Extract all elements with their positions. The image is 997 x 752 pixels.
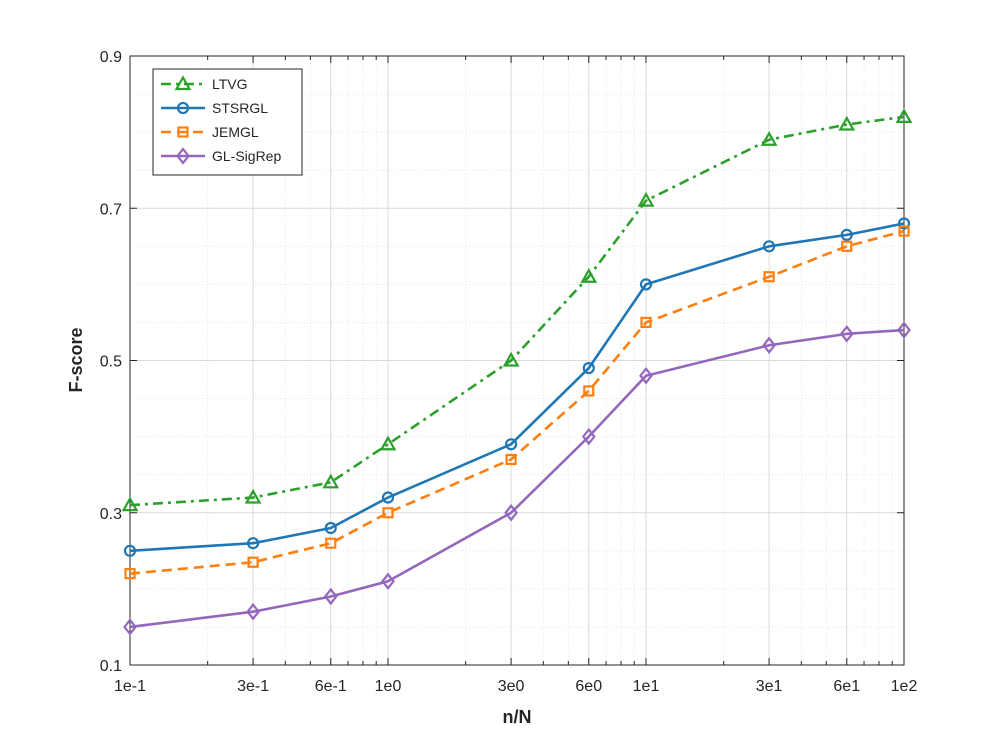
data-point-jemgl [583,385,595,397]
data-point-jemgl [763,271,775,283]
x-tick-label: 3e1 [756,678,783,695]
legend-marker-stsrgl [176,101,190,115]
legend-label-gl-sigrep: GL-SigRep [212,148,281,164]
x-tick-label: 1e2 [891,678,918,695]
y-axis-title: F-score [66,327,86,392]
x-tick-label: 1e0 [375,678,402,695]
data-point-ltvg [379,435,397,451]
x-tick-label: 6e-1 [315,678,347,695]
grid [129,55,905,666]
series-line-gl-sigrep [129,328,905,629]
x-axis-title: n/N [503,707,532,727]
data-point-stsrgl [123,544,137,557]
x-tick-label: 3e0 [498,678,525,695]
series-line-ltvg [129,115,905,507]
legend-marker-ltvg [174,75,192,91]
data-point-stsrgl [762,240,776,253]
data-point-ltvg [121,496,139,512]
data-point-jemgl [325,537,337,549]
data-point-gl-sigrep [123,618,137,636]
series-line-stsrgl [129,222,905,553]
legend-label-jemgl: JEMGL [212,124,259,140]
x-tick-label: 6e1 [833,678,860,695]
data-point-gl-sigrep [381,572,395,591]
y-tick-label: 0.1 [100,658,122,675]
series-stsrgl [123,217,911,557]
data-point-gl-sigrep [246,602,260,621]
data-point-stsrgl [840,228,853,241]
legend-label-stsrgl: STSRGL [212,100,268,116]
data-point-jemgl [640,316,652,329]
legend-marker-gl-sigrep [176,147,190,165]
legend-marker-jemgl [177,126,189,138]
data-point-gl-sigrep [897,321,911,339]
y-tick-label: 0.5 [100,354,122,371]
y-tick-label: 0.3 [100,506,122,523]
data-point-ltvg [637,191,655,207]
data-point-stsrgl [582,362,595,375]
data-point-stsrgl [324,521,337,535]
data-point-ltvg [322,473,340,489]
data-point-gl-sigrep [839,325,854,343]
data-point-ltvg [580,268,598,283]
legend: LTVG STSRGL JEMGL GL-SigRep [152,68,303,176]
data-point-ltvg [244,488,262,504]
data-point-gl-sigrep [581,427,596,446]
legend-label-ltvg: LTVG [212,76,248,92]
data-point-stsrgl [639,278,653,291]
data-point-ltvg [895,108,913,124]
x-tick-label: 1e1 [633,678,660,695]
y-tick-label: 0.7 [100,201,122,218]
data-point-ltvg [760,131,778,146]
data-point-jemgl [124,568,136,580]
series-gl-sigrep [123,321,911,636]
data-point-stsrgl [504,438,518,451]
data-point-stsrgl [246,537,260,550]
x-tick-label: 3e-1 [237,678,269,695]
data-point-jemgl [505,453,517,466]
data-point-stsrgl [381,491,395,504]
data-point-ltvg [502,351,520,367]
data-point-jemgl [382,507,394,519]
data-point-ltvg [838,115,856,131]
data-point-jemgl [247,556,259,568]
data-point-gl-sigrep [639,366,653,385]
data-point-gl-sigrep [762,336,776,355]
data-point-jemgl [841,240,853,252]
data-point-gl-sigrep [504,503,518,522]
series-ltvg [121,108,913,512]
x-tick-label: 6e0 [575,678,602,695]
data-point-gl-sigrep [323,587,338,606]
series-lines [121,108,913,636]
series-line-jemgl [129,229,905,575]
series-jemgl [124,225,910,580]
axes: 1e-1 3e-1 6e-1 1e0 3e0 6e0 1e1 3e1 6e1 1e2 0.1 0.3 0… [100,49,918,695]
x-tick-label: 1e-1 [114,678,146,695]
data-point-jemgl [898,225,910,237]
data-point-stsrgl [897,217,911,230]
y-tick-label: 0.9 [100,49,122,66]
